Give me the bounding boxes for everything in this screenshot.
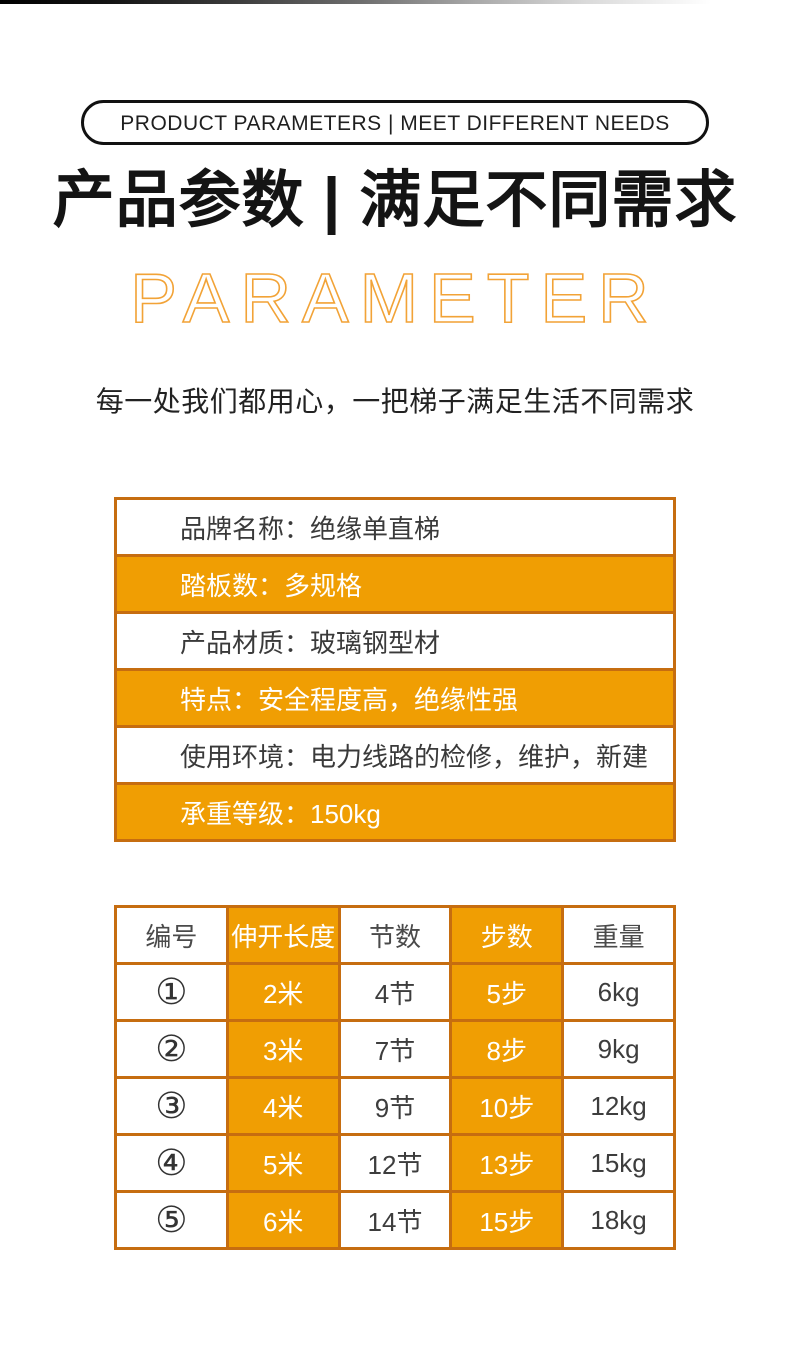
spec-header-extended-length: 伸开长度 [228, 908, 338, 962]
spec-cell-sections: 4节 [340, 965, 450, 1019]
product-parameters-badge: PRODUCT PARAMETERS | MEET DIFFERENT NEED… [81, 100, 709, 145]
spec-header-rungs: 步数 [452, 908, 562, 962]
page-subtitle: 每一处我们都用心，一把梯子满足生活不同需求 [95, 386, 695, 417]
parameter-row-label: 特点：安全程度高，绝缘性强 [180, 684, 519, 715]
parameter-row-load: 承重等级：150kg [117, 785, 673, 839]
spec-cell-number: ② [117, 1022, 226, 1076]
spec-cell-rungs: 5步 [452, 965, 562, 1019]
spec-cell-extended-length: 4米 [228, 1079, 338, 1133]
parameter-row-label: 品牌名称：绝缘单直梯 [180, 513, 441, 544]
spec-cell-sections: 12节 [340, 1136, 450, 1190]
spec-cell-extended-length: 6米 [228, 1193, 338, 1247]
parameter-row-label: 踏板数：多规格 [180, 570, 363, 601]
badge-label: PRODUCT PARAMETERS | MEET DIFFERENT NEED… [120, 112, 670, 135]
parameter-row-label: 产品材质：玻璃钢型材 [180, 627, 441, 658]
spec-cell-weight: 12kg [564, 1079, 673, 1133]
spec-cell-weight: 15kg [564, 1136, 673, 1190]
spec-cell-rungs: 15步 [452, 1193, 562, 1247]
parameter-row-brand: 品牌名称：绝缘单直梯 [117, 500, 673, 554]
spec-cell-weight: 9kg [564, 1022, 673, 1076]
spec-cell-sections: 9节 [340, 1079, 450, 1133]
parameter-list: 品牌名称：绝缘单直梯 踏板数：多规格 产品材质：玻璃钢型材 特点：安全程度高，绝… [114, 497, 676, 842]
spec-cell-rungs: 13步 [452, 1136, 562, 1190]
spec-cell-rungs: 10步 [452, 1079, 562, 1133]
badge-row: PRODUCT PARAMETERS | MEET DIFFERENT NEED… [0, 100, 790, 145]
parameter-row-material: 产品材质：玻璃钢型材 [117, 614, 673, 668]
spec-cell-sections: 14节 [340, 1193, 450, 1247]
spec-cell-sections: 7节 [340, 1022, 450, 1076]
spec-header-number: 编号 [117, 908, 226, 962]
parameter-row-features: 特点：安全程度高，绝缘性强 [117, 671, 673, 725]
spec-cell-extended-length: 2米 [228, 965, 338, 1019]
spec-cell-rungs: 8步 [452, 1022, 562, 1076]
spec-cell-number: ④ [117, 1136, 226, 1190]
spec-cell-weight: 6kg [564, 965, 673, 1019]
spec-cell-extended-length: 5米 [228, 1136, 338, 1190]
spec-header-sections: 节数 [340, 908, 450, 962]
parameter-row-environment: 使用环境：电力线路的检修，维护，新建 [117, 728, 673, 782]
page-title: 产品参数 | 满足不同需求 [52, 166, 738, 235]
spec-table: 编号 伸开长度 节数 步数 重量 ① 2米 4节 5步 6kg ② 3米 7节 … [114, 905, 676, 1250]
spec-header-weight: 重量 [564, 908, 673, 962]
spec-cell-extended-length: 3米 [228, 1022, 338, 1076]
spec-cell-number: ⑤ [117, 1193, 226, 1247]
spec-cell-weight: 18kg [564, 1193, 673, 1247]
parameter-row-label: 使用环境：电力线路的检修，维护，新建 [180, 741, 649, 772]
parameter-row-label: 承重等级：150kg [180, 798, 381, 829]
spec-cell-number: ① [117, 965, 226, 1019]
parameter-row-steps: 踏板数：多规格 [117, 557, 673, 611]
top-edge-gradient [0, 0, 790, 4]
spec-cell-number: ③ [117, 1079, 226, 1133]
parameter-watermark: PARAMETER [129, 259, 660, 337]
